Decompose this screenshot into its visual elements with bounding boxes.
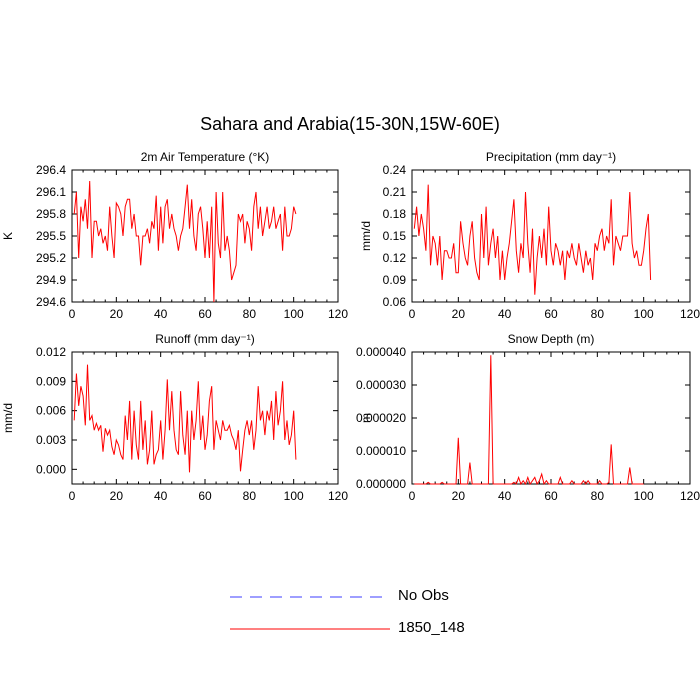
x-tick-label: 60 — [198, 489, 212, 503]
x-tick-label: 0 — [69, 307, 76, 321]
y-axis-label: m — [359, 413, 373, 423]
page-title: Sahara and Arabia(15-30N,15W-60E) — [200, 114, 500, 134]
panel-title: Runoff (mm day⁻¹) — [155, 332, 254, 346]
y-tick-label: 294.6 — [36, 295, 66, 309]
y-tick-label: 0.09 — [383, 273, 407, 287]
chart-panel-1: 2m Air Temperature (°K) K 0 20 40 60 80 100 120 2… — [1, 150, 348, 321]
panel-title: Snow Depth (m) — [508, 332, 595, 346]
x-tick-label: 120 — [680, 307, 700, 321]
y-tick-label: 296.1 — [36, 185, 66, 199]
y-tick-label: 0.06 — [383, 295, 407, 309]
x-tick-label: 80 — [591, 307, 605, 321]
y-tick-label: 0.000010 — [356, 444, 406, 458]
x-tick-label: 0 — [409, 307, 416, 321]
y-tick-label: 0.21 — [383, 185, 407, 199]
x-tick-label: 100 — [284, 307, 304, 321]
legend-item-model: 1850_148 — [230, 619, 530, 640]
panel-title: 2m Air Temperature (°K) — [141, 150, 270, 164]
legend-swatch-obs — [230, 596, 388, 598]
x-tick-label: 20 — [452, 489, 466, 503]
x-tick-label: 120 — [328, 307, 348, 321]
y-tick-label: 0.000000 — [356, 477, 406, 491]
y-tick-label: 0.003 — [36, 433, 66, 447]
legend-swatch-model — [230, 628, 390, 630]
plot-frame — [411, 351, 691, 485]
x-tick-label: 80 — [243, 307, 257, 321]
legend-item-obs: No Obs — [230, 587, 530, 608]
series-line — [413, 184, 652, 295]
y-tick-label: 0.24 — [383, 163, 407, 177]
legend-label-obs: No Obs — [398, 587, 449, 604]
x-tick-label: 60 — [544, 307, 558, 321]
y-axis-label: K — [1, 232, 15, 240]
y-tick-label: 0.006 — [36, 404, 66, 418]
x-tick-label: 40 — [154, 489, 168, 503]
x-tick-label: 0 — [69, 489, 76, 503]
y-tick-label: 0.18 — [383, 207, 407, 221]
chart-panel-4: Snow Depth (m) m 0 20 40 60 80 100 120 0.000000 0.… — [356, 332, 700, 503]
series-line — [414, 355, 644, 486]
y-tick-label: 0.000040 — [356, 345, 406, 359]
x-tick-label: 40 — [498, 307, 512, 321]
y-axis-label: mm/d — [1, 403, 15, 433]
y-tick-label: 294.9 — [36, 273, 66, 287]
y-axis-label: mm/d — [359, 221, 373, 251]
y-tick-label: 0.12 — [383, 251, 407, 265]
y-tick-label: 0.000 — [36, 462, 66, 476]
x-tick-label: 80 — [591, 489, 605, 503]
x-tick-label: 120 — [680, 489, 700, 503]
panel-title: Precipitation (mm day⁻¹) — [486, 150, 616, 164]
x-tick-label: 20 — [452, 307, 466, 321]
y-tick-label: 0.009 — [36, 374, 66, 388]
y-tick-label: 295.2 — [36, 251, 66, 265]
y-tick-label: 296.4 — [36, 163, 66, 177]
series-line — [73, 180, 297, 303]
x-tick-label: 20 — [110, 489, 124, 503]
y-tick-label: 0.000030 — [356, 378, 406, 392]
y-tick-label: 295.5 — [36, 229, 66, 243]
x-tick-label: 100 — [284, 489, 304, 503]
x-tick-label: 0 — [409, 489, 416, 503]
x-tick-label: 100 — [634, 489, 654, 503]
y-tick-label: 0.15 — [383, 229, 407, 243]
x-tick-label: 100 — [634, 307, 654, 321]
y-tick-label: 0.012 — [36, 345, 66, 359]
series-line — [73, 364, 297, 473]
legend-label-model: 1850_148 — [398, 619, 465, 636]
chart-panel-2: Precipitation (mm day⁻¹) mm/d 0 20 40 60 80 100… — [359, 150, 700, 321]
x-tick-label: 60 — [544, 489, 558, 503]
y-tick-label: 0.000020 — [356, 411, 406, 425]
plot-frame — [411, 169, 691, 303]
x-tick-label: 80 — [243, 489, 257, 503]
chart-panel-3: Runoff (mm day⁻¹) mm/d 0 20 40 60 80 100 120 0.00… — [1, 332, 348, 503]
x-tick-label: 20 — [110, 307, 124, 321]
x-tick-label: 120 — [328, 489, 348, 503]
x-tick-label: 40 — [498, 489, 512, 503]
x-tick-label: 40 — [154, 307, 168, 321]
y-tick-label: 295.8 — [36, 207, 66, 221]
plot-frame — [71, 351, 339, 485]
x-tick-label: 60 — [198, 307, 212, 321]
